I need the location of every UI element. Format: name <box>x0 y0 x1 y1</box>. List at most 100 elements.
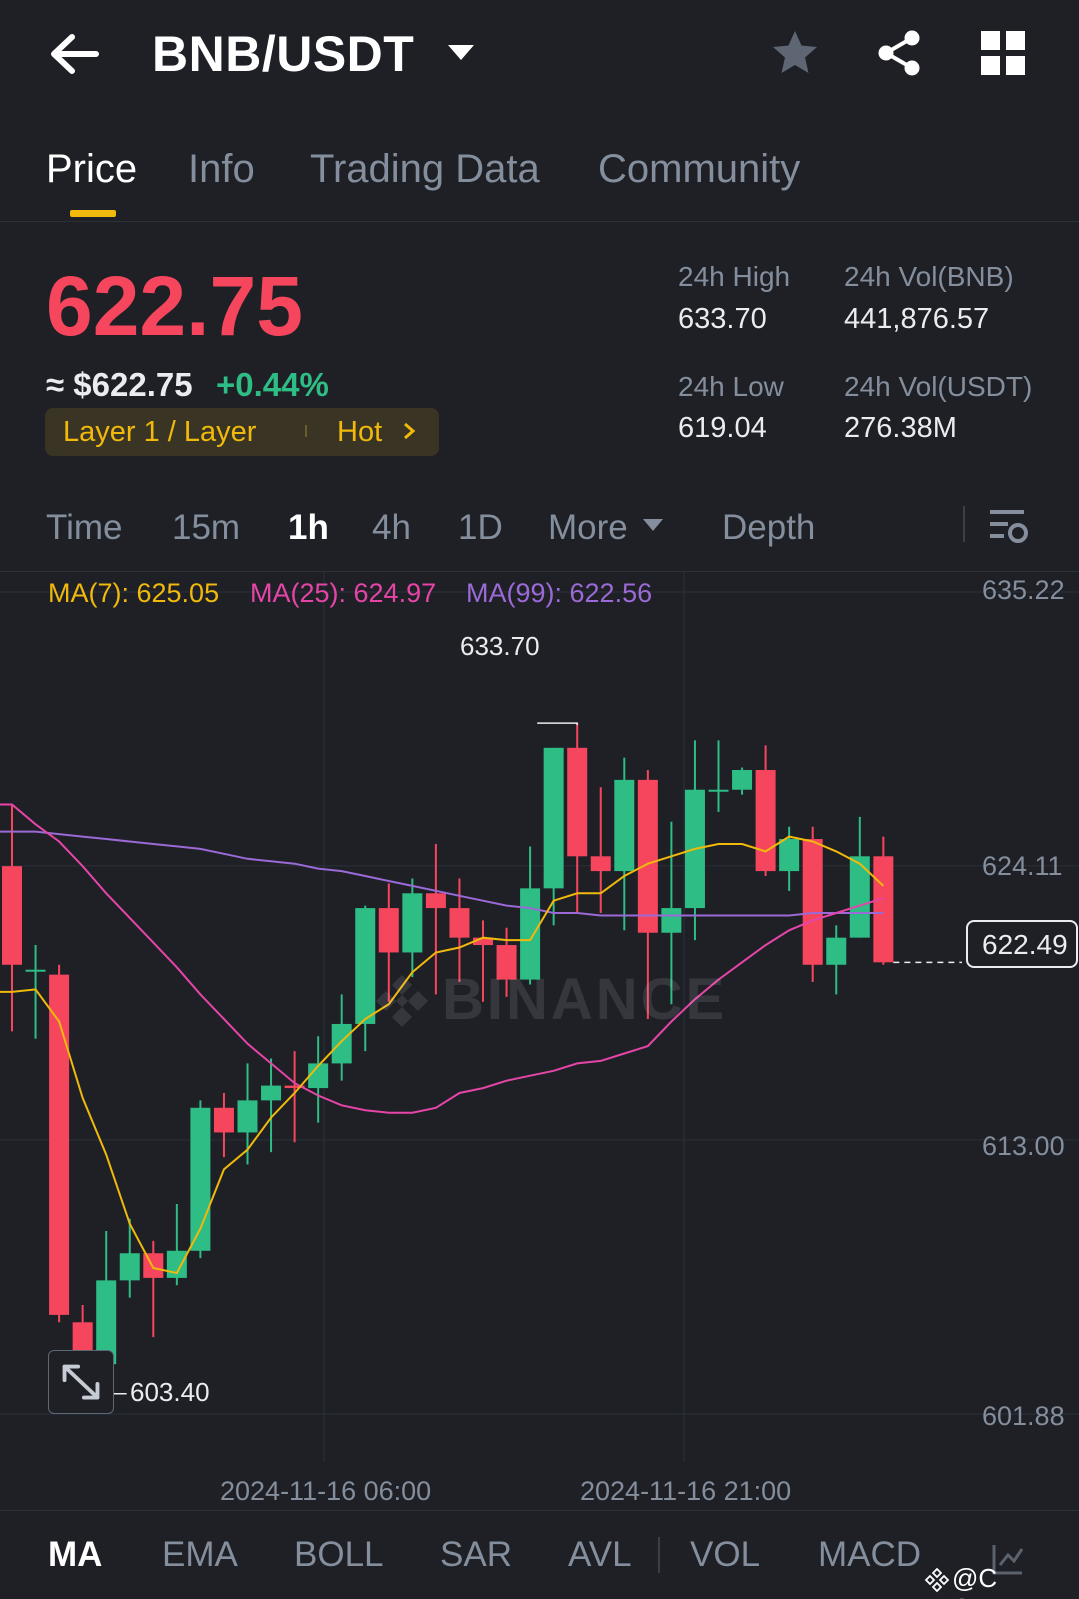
indicator-macd[interactable]: MACD <box>818 1535 922 1574</box>
candle-body <box>849 856 870 938</box>
candle-body <box>25 969 46 972</box>
indicator-boll[interactable]: BOLL <box>294 1535 384 1574</box>
candle-body <box>449 908 470 938</box>
interval-depth[interactable]: Depth <box>722 508 816 547</box>
binance-logo-icon <box>924 1567 950 1593</box>
low-marker-label: 603.40 <box>130 1377 210 1407</box>
hot-label: Hot <box>337 416 383 448</box>
candle-body <box>49 974 70 1315</box>
indicator-ema[interactable]: EMA <box>162 1535 238 1574</box>
indicator-ma[interactable]: MA <box>48 1535 103 1574</box>
tab-community[interactable]: Community <box>598 147 801 191</box>
indicator-sar[interactable]: SAR <box>440 1535 512 1574</box>
ma7-line <box>0 835 885 1275</box>
high-24h-value: 633.70 <box>678 303 767 335</box>
candle-body <box>96 1280 117 1365</box>
candle-body <box>331 1023 352 1064</box>
tab-trading-data[interactable]: Trading Data <box>310 147 540 191</box>
candle-body <box>614 779 635 872</box>
section-tabs: Price Info Trading Data Community <box>0 130 1079 222</box>
watermark-credit: @C Queen <box>952 1563 1030 1599</box>
grid-icon[interactable] <box>980 30 1026 76</box>
candle-body <box>637 779 658 933</box>
star-icon[interactable] <box>770 28 820 78</box>
price-change-percent: +0.44% <box>216 366 329 403</box>
ma7-legend: MA(7): 625.05 <box>48 578 220 608</box>
candle-body <box>378 908 399 953</box>
interval-1h[interactable]: 1h <box>288 508 329 547</box>
expand-icon <box>62 1364 100 1400</box>
last-price: 622.75 <box>46 259 303 353</box>
candle-body <box>826 937 847 965</box>
vol-quote-value: 276.38M <box>844 412 957 444</box>
top-bar: BNB/USDT <box>0 0 1079 110</box>
last-price-marker: 622.49 <box>966 920 1078 968</box>
tag-divider <box>305 425 307 437</box>
candle-body <box>237 1100 258 1133</box>
watermark-text: BINANCE <box>442 967 728 1032</box>
candle-body <box>732 770 753 790</box>
interval-4h[interactable]: 4h <box>372 508 411 547</box>
candle-body <box>425 893 446 909</box>
candle-body <box>402 893 423 953</box>
low-24h-label: 24h Low <box>678 371 784 402</box>
indicator-vol[interactable]: VOL <box>690 1535 761 1574</box>
x-axis-label: 2024-11-16 21:00 <box>580 1476 792 1506</box>
ma25-legend: MA(25): 624.97 <box>250 578 437 608</box>
back-arrow-icon[interactable] <box>44 28 104 80</box>
interval-more[interactable]: More <box>548 508 628 547</box>
pair-title[interactable]: BNB/USDT <box>152 26 415 82</box>
interval-divider <box>963 506 965 542</box>
last-price-marker-value: 622.49 <box>982 929 1068 960</box>
high-24h-label: 24h High <box>678 261 791 292</box>
tab-price[interactable]: Price <box>46 147 138 191</box>
y-axis-label: 624.11 <box>982 851 1063 881</box>
candle-body <box>496 945 517 980</box>
interval-time[interactable]: Time <box>46 508 123 547</box>
watermark: BINANCE <box>372 965 732 1035</box>
caret-down-icon[interactable] <box>446 42 476 62</box>
chart-settings-icon[interactable] <box>988 506 1028 546</box>
price-chart[interactable]: BINANCE MA(7): 625.05 MA(25): 624.97 MA(… <box>0 572 1079 1506</box>
y-axis-label: 613.00 <box>982 1131 1065 1161</box>
indicator-bar: MA EMA BOLL SAR AVL VOL MACD @C Queen <box>0 1510 1079 1599</box>
interval-15m[interactable]: 15m <box>172 508 241 547</box>
candlestick-chart <box>0 572 1079 1462</box>
fullscreen-button[interactable] <box>48 1350 114 1414</box>
category-tag[interactable]: Layer 1 / Layer Hot <box>45 408 439 456</box>
interval-bar: Time 15m 1h 4h 1D More Depth <box>0 496 1079 572</box>
low-24h-value: 619.04 <box>678 412 767 444</box>
binance-logo-icon <box>376 975 428 1027</box>
candle-body <box>708 789 729 792</box>
candle-body <box>473 937 493 946</box>
chart-type-icon[interactable] <box>990 1541 1026 1577</box>
interval-1d[interactable]: 1D <box>458 508 503 547</box>
vol-quote-label: 24h Vol(USDT) <box>844 371 1033 402</box>
vol-base-label: 24h Vol(BNB) <box>844 261 1014 292</box>
high-marker-line <box>537 722 578 726</box>
category-tag-label: Layer 1 / Layer <box>63 416 257 448</box>
candle-body <box>119 1253 140 1281</box>
y-axis-label: 601.88 <box>982 1401 1065 1431</box>
caret-down-icon <box>643 519 663 531</box>
ma99-legend: MA(99): 622.56 <box>466 578 653 608</box>
indicator-divider <box>658 1537 660 1573</box>
candle-body <box>779 839 800 872</box>
candle-body <box>355 908 376 1024</box>
candle-body <box>873 856 894 963</box>
candle-body <box>543 747 564 889</box>
candle-body <box>261 1085 282 1101</box>
high-marker-label: 633.70 <box>460 631 540 661</box>
indicator-avl[interactable]: AVL <box>568 1535 632 1574</box>
candle-body <box>661 908 682 933</box>
x-axis-label: 2024-11-16 06:00 <box>220 1476 432 1506</box>
share-icon[interactable] <box>874 28 924 78</box>
candle-body <box>567 747 588 857</box>
ma99-line <box>0 830 884 917</box>
candle-body <box>308 1063 329 1089</box>
active-tab-indicator <box>70 210 116 217</box>
tab-info[interactable]: Info <box>188 147 255 191</box>
candle-body <box>520 888 541 980</box>
ma25-line <box>0 803 884 1114</box>
candle-body <box>2 866 22 965</box>
